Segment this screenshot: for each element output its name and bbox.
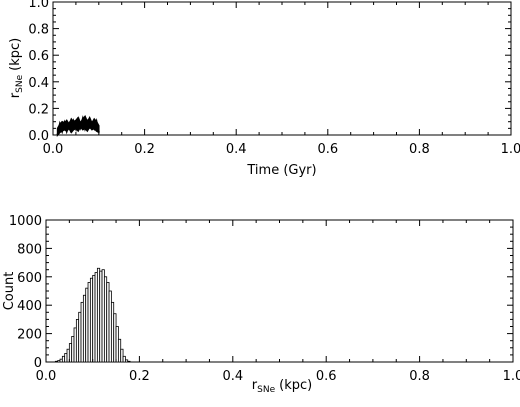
histogram-bar bbox=[120, 348, 124, 363]
time-series-panel: 0.0 0.2 0.4 0.6 0.8 1.0 0.0 0.2 0.4 0.6 0.8 1.0 Tim… bbox=[8, 0, 520, 178]
y-tick-label: 1.0 bbox=[28, 0, 49, 11]
series-line bbox=[56, 115, 100, 136]
x-axis-label-unit: (kpc) bbox=[279, 378, 312, 393]
y-tick-label: 200 bbox=[17, 328, 42, 343]
histogram-bar bbox=[127, 360, 131, 363]
histogram-bars bbox=[54, 267, 131, 363]
y-tick-label: 0.4 bbox=[28, 76, 49, 91]
x-tick-label: 0.6 bbox=[317, 142, 338, 157]
histogram-panel: 0.0 0.2 0.4 0.6 0.8 1.0 0 200 400 600 800 1000 rSNe… bbox=[2, 214, 520, 395]
x-tick-label: 0.0 bbox=[43, 142, 64, 157]
histogram-bar bbox=[122, 355, 126, 363]
ticks: 0.0 0.2 0.4 0.6 0.8 1.0 0 200 400 600 800 1000 bbox=[9, 214, 520, 384]
y-axis-label: rSNe (kpc) bbox=[8, 38, 25, 98]
y-tick-label: 800 bbox=[17, 242, 42, 257]
y-tick-label: 1000 bbox=[9, 214, 42, 229]
x-tick-label: 0.4 bbox=[222, 369, 243, 384]
x-tick-label: 0.2 bbox=[129, 369, 150, 384]
y-axis-label-sub: SNe bbox=[15, 74, 25, 92]
y-tick-label: 0 bbox=[34, 356, 42, 371]
y-axis-label-unit: (kpc) bbox=[8, 38, 23, 71]
y-tick-label: 0.6 bbox=[28, 49, 49, 64]
svg-text:rSNe(kpc): rSNe (kpc) bbox=[252, 378, 312, 395]
x-tick-label: 0.8 bbox=[409, 369, 430, 384]
y-tick-label: 600 bbox=[17, 271, 42, 286]
x-tick-label: 0.6 bbox=[316, 369, 337, 384]
y-tick-label: 0.0 bbox=[28, 129, 49, 144]
plot-frame bbox=[52, 1, 512, 136]
x-tick-label: 0.0 bbox=[36, 369, 57, 384]
svg-text:rSNe(kpc): rSNe (kpc) bbox=[8, 38, 25, 98]
data-series bbox=[56, 114, 100, 138]
y-axis-label: Count bbox=[2, 272, 17, 311]
y-axis-label-main: r bbox=[8, 92, 23, 98]
y-tick-label: 0.8 bbox=[28, 23, 49, 38]
x-axis-label: Time (Gyr) bbox=[246, 163, 316, 178]
x-tick-label: 1.0 bbox=[503, 369, 520, 384]
y-tick-label: 0.2 bbox=[28, 102, 49, 117]
y-tick-label: 400 bbox=[17, 299, 42, 314]
x-tick-label: 0.2 bbox=[134, 142, 155, 157]
x-tick-label: 1.0 bbox=[501, 142, 520, 157]
x-axis-label: rSNe (kpc) bbox=[252, 378, 312, 395]
ticks: 0.0 0.2 0.4 0.6 0.8 1.0 0.0 0.2 0.4 0.6 0.8 1.0 bbox=[28, 0, 520, 157]
x-axis-label-sub: SNe bbox=[257, 385, 275, 395]
x-tick-label: 0.4 bbox=[226, 142, 247, 157]
x-tick-label: 0.8 bbox=[409, 142, 430, 157]
x-axis-label-main: r bbox=[252, 378, 258, 393]
